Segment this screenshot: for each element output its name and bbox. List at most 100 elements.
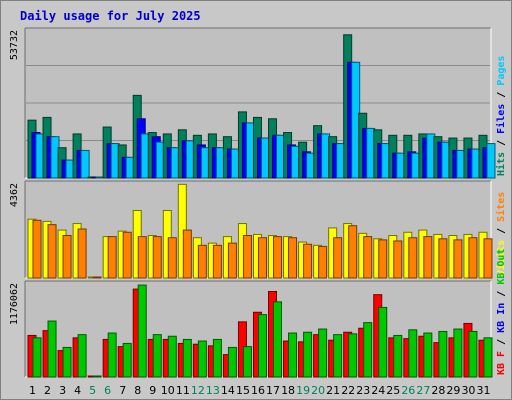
x-tick-day-19: 19: [296, 384, 310, 397]
bar-visits-sites-sites-day-21: [333, 237, 343, 279]
legend-separator: /: [496, 285, 507, 303]
x-tick-day-14: 14: [221, 384, 235, 397]
legend-sites: Sites: [495, 192, 507, 222]
bar-kbin-kbout-kbf-kb-out-day-29: [453, 328, 463, 378]
x-tick-day-15: 15: [236, 384, 250, 397]
bar-visits-sites-sites-day-22: [348, 225, 358, 279]
x-tick-day-8: 8: [134, 384, 141, 397]
x-tick-day-13: 13: [206, 384, 220, 397]
bar-kbin-kbout-kbf-kb-out-day-23: [363, 322, 373, 378]
x-tick-day-4: 4: [74, 384, 81, 397]
legend-pages: Pages: [496, 56, 507, 86]
legend-separator: /: [496, 222, 507, 240]
x-tick-day-16: 16: [251, 384, 265, 397]
bar-kbin-kbout-kbf-kb-out-day-4: [77, 334, 87, 378]
bar-kbin-kbout-kbf-kb-out-day-13: [212, 338, 222, 378]
bar-kbin-kbout-kbf-kb-out-day-20: [318, 328, 328, 378]
bar-kbin-kbout-kbf-kb-out-day-15: [242, 346, 252, 378]
legend-separator: /: [496, 333, 507, 351]
x-tick-day-31: 31: [476, 384, 490, 397]
legend-separator: /: [496, 134, 507, 152]
bar-visits-sites-sites-day-23: [363, 236, 373, 279]
bar-kbin-kbout-kbf-kb-out-day-1: [32, 337, 42, 378]
bar-visits-sites-sites-day-16: [257, 237, 267, 279]
x-tick-day-2: 2: [44, 384, 51, 397]
x-tick-day-5: 5: [89, 384, 96, 397]
x-tick-day-26: 26: [401, 384, 415, 397]
bar-visits-sites-sites-day-20: [318, 245, 328, 279]
bar-kbin-kbout-kbf-kb-out-day-31: [483, 337, 493, 378]
bar-kbin-kbout-kbf-kb-out-day-7: [122, 342, 132, 378]
bar-visits-sites-sites-day-4: [77, 228, 87, 279]
x-tick-day-7: 7: [119, 384, 126, 397]
bar-kbin-kbout-kbf-kb-out-day-9: [152, 334, 162, 378]
bar-visits-sites-sites-day-6: [107, 236, 117, 279]
x-tick-day-17: 17: [266, 384, 280, 397]
x-tick-day-23: 23: [356, 384, 370, 397]
legend-hits: Hits: [495, 152, 507, 176]
x-tick-day-6: 6: [104, 384, 111, 397]
legend-visits: Visits: [495, 240, 507, 276]
x-tick-day-20: 20: [311, 384, 325, 397]
x-tick-day-12: 12: [191, 384, 205, 397]
bar-visits-sites-sites-day-14: [227, 242, 237, 279]
legend-visits-sites: Visits / Sites: [495, 192, 507, 276]
legend-kbin-kbout-kbf: KB F / KB In / KB Out: [496, 249, 507, 375]
bar-kbin-kbout-kbf-kb-out-day-22: [348, 333, 358, 378]
bar-visits-sites-sites-day-9: [152, 236, 162, 279]
x-tick-day-9: 9: [149, 384, 156, 397]
ymax-label-kbin-kbout-kbf: 1176062: [9, 283, 20, 325]
bar-kbin-kbout-kbf-kb-out-day-18: [288, 332, 298, 378]
ymax-label-visits-sites: 4362: [9, 183, 20, 207]
x-tick-day-28: 28: [431, 384, 445, 397]
bar-visits-sites-sites-day-24: [378, 239, 388, 279]
bar-kbin-kbout-kbf-kb-out-day-2: [47, 320, 57, 378]
bar-kbin-kbout-kbf-kb-out-day-30: [468, 330, 478, 378]
bar-visits-sites-sites-day-30: [468, 237, 478, 279]
bar-visits-sites-sites-day-3: [62, 235, 72, 279]
chart-title: Daily usage for July 2025: [20, 9, 201, 23]
x-tick-day-21: 21: [326, 384, 340, 397]
bar-visits-sites-sites-day-19: [303, 243, 313, 279]
bar-visits-sites-sites-day-11: [182, 229, 192, 279]
bar-visits-sites-sites-day-7: [122, 231, 132, 279]
bar-kbin-kbout-kbf-kb-out-day-19: [303, 331, 313, 378]
bar-visits-sites-sites-day-27: [423, 236, 433, 279]
bar-visits-sites-sites-day-8: [137, 236, 147, 279]
bar-kbin-kbout-kbf-kb-out-day-12: [197, 340, 207, 378]
bar-kbin-kbout-kbf-kb-out-day-6: [107, 332, 117, 378]
x-tick-day-18: 18: [281, 384, 295, 397]
legend-kb-f: KB F: [496, 351, 507, 375]
bar-visits-sites-sites-day-26: [408, 237, 418, 279]
bar-visits-sites-sites-day-18: [288, 237, 298, 279]
bar-visits-sites-sites-day-10: [167, 237, 177, 279]
bar-kbin-kbout-kbf-kb-out-day-10: [167, 335, 177, 378]
bar-visits-sites-sites-day-28: [438, 238, 448, 279]
bar-kbin-kbout-kbf-kb-out-day-5: [92, 375, 102, 378]
bar-visits-sites-sites-day-17: [273, 236, 283, 279]
x-tick-day-24: 24: [371, 384, 385, 397]
bar-visits-sites-sites-day-12: [197, 244, 207, 279]
bar-pages-files-hits-pages-day-4: [80, 149, 90, 179]
bar-visits-sites-sites-day-1: [32, 219, 42, 279]
legend-kb-in: KB In: [496, 303, 507, 333]
bar-kbin-kbout-kbf-kb-out-day-8: [137, 284, 147, 378]
bar-kbin-kbout-kbf-kb-out-day-11: [182, 338, 192, 378]
x-tick-day-1: 1: [29, 384, 36, 397]
bar-visits-sites-sites-day-2: [47, 224, 57, 279]
bar-kbin-kbout-kbf-kb-out-day-26: [408, 329, 418, 378]
bar-kbin-kbout-kbf-kb-out-day-24: [378, 306, 388, 378]
bar-kbin-kbout-kbf-kb-out-day-25: [393, 334, 403, 378]
x-tick-day-29: 29: [446, 384, 460, 397]
bar-visits-sites-sites-day-5: [92, 276, 102, 279]
x-tick-day-30: 30: [461, 384, 475, 397]
bar-visits-sites-sites-day-15: [242, 235, 252, 279]
legend-kb-out: KB Out: [496, 249, 507, 285]
x-tick-day-3: 3: [59, 384, 66, 397]
x-tick-day-22: 22: [341, 384, 355, 397]
bar-kbin-kbout-kbf-kb-out-day-21: [333, 334, 343, 378]
x-tick-day-27: 27: [416, 384, 430, 397]
bar-kbin-kbout-kbf-kb-out-day-27: [423, 332, 433, 378]
